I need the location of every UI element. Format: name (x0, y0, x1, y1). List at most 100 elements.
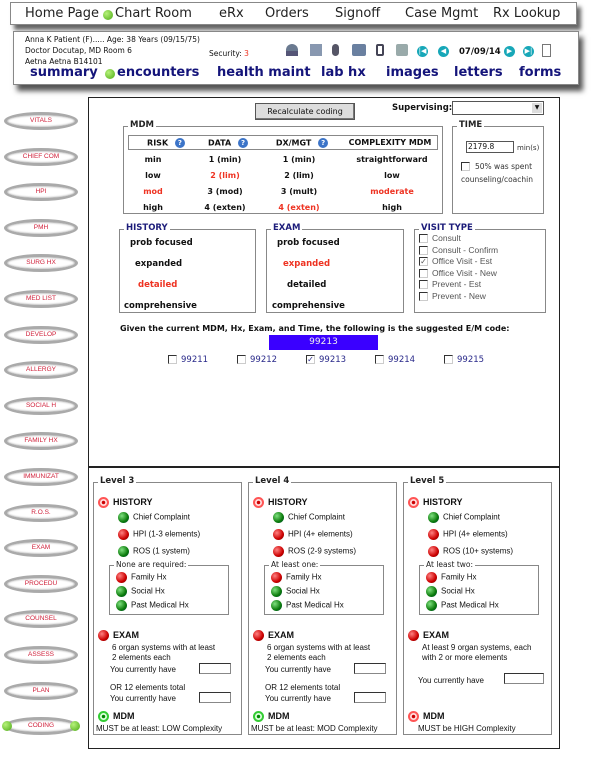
sidebar-item-allergy[interactable]: ALLERGY (4, 361, 78, 380)
nav-erx[interactable]: eRx (219, 6, 244, 21)
visit-type-option[interactable]: Consult (419, 233, 461, 244)
sidebar-item-assess[interactable]: ASSESS (4, 646, 78, 664)
help-icon[interactable]: ? (238, 138, 249, 148)
code-option-99212[interactable]: 99212 (237, 355, 277, 365)
mdm-cell[interactable]: 1 (min) (282, 155, 316, 164)
elements-count-input[interactable] (354, 692, 386, 703)
sidebar-item-surg-hx[interactable]: SURG HX (4, 254, 78, 273)
chevron-down-icon[interactable]: ▼ (532, 103, 542, 113)
checkbox[interactable] (419, 268, 428, 278)
exam-option[interactable]: prob focused (277, 238, 340, 248)
checkbox[interactable] (237, 355, 246, 364)
checkbox[interactable] (419, 234, 428, 244)
sidebar-item-counsel[interactable]: COUNSEL (4, 610, 78, 629)
time-input[interactable]: 2179.8 (466, 141, 514, 153)
history-option[interactable]: comprehensive (124, 301, 197, 311)
sidebar-item-pmh[interactable]: PMH (4, 218, 78, 237)
history-option[interactable]: expanded (135, 259, 183, 269)
sidebar-item-immunizat[interactable]: IMMUNIZAT (4, 468, 78, 486)
code-option-99213[interactable]: ✓ 99213 (306, 355, 346, 365)
nav-case-mgmt[interactable]: Case Mgmt (405, 6, 479, 21)
mdm-cell[interactable]: low (384, 171, 400, 180)
organ-systems-count-input[interactable] (504, 673, 544, 684)
checkbox[interactable] (444, 355, 453, 364)
visit-type-option[interactable]: Consult - Confirm (419, 245, 498, 255)
mdm-cell[interactable]: 2 (lim) (284, 171, 314, 180)
checkbox[interactable] (375, 355, 384, 364)
checkbox[interactable] (168, 355, 177, 364)
lock-icon[interactable] (376, 44, 384, 56)
code-option-99214[interactable]: 99214 (375, 355, 415, 365)
code-option-99215[interactable]: 99215 (444, 355, 484, 365)
mdm-cell[interactable]: 3 (mod) (207, 187, 243, 196)
mdm-cell[interactable]: min (144, 155, 162, 164)
sidebar-item-chief-com[interactable]: CHIEF COM (4, 147, 78, 166)
history-option[interactable]: prob focused (130, 238, 193, 248)
checkbox[interactable] (419, 280, 428, 290)
next-record-icon[interactable]: ▶ (504, 46, 515, 57)
nav-chart-room[interactable]: Chart Room (115, 6, 192, 21)
mdm-cell[interactable]: high (382, 203, 402, 212)
organ-systems-count-input[interactable] (199, 663, 231, 674)
exam-option[interactable]: detailed (287, 280, 327, 290)
recalculate-coding-button[interactable]: Recalculate coding (255, 103, 355, 120)
visit-type-option[interactable]: Office Visit - New (419, 268, 497, 278)
first-record-icon[interactable]: |◀ (417, 46, 428, 57)
nav-home-page[interactable]: Home Page (25, 6, 99, 21)
nav-signoff[interactable]: Signoff (335, 6, 381, 21)
visit-type-option[interactable]: Prevent - Est (419, 279, 481, 290)
tab-summary[interactable]: summary (30, 65, 98, 80)
sidebar-item-procedu[interactable]: PROCEDU (4, 574, 78, 593)
sidebar-item-coding[interactable]: CODING (4, 717, 78, 736)
nav-orders[interactable]: Orders (265, 6, 309, 21)
help-icon[interactable]: ? (318, 138, 329, 148)
sidebar-item-social-h[interactable]: SOCIAL H (4, 396, 78, 415)
sidebar-item-vitals[interactable]: VITALS (4, 112, 78, 130)
mdm-cell[interactable]: moderate (370, 187, 414, 196)
mdm-cell[interactable]: mod (143, 187, 163, 196)
elements-count-input[interactable] (199, 692, 231, 703)
counseling-checkbox[interactable] (461, 162, 470, 171)
sidebar-item-med-list[interactable]: MED LIST (4, 290, 78, 308)
checkbox[interactable] (419, 245, 428, 255)
nav-rx-lookup[interactable]: Rx Lookup (493, 6, 561, 21)
mdm-cell[interactable]: 2 (lim) (210, 171, 240, 180)
tab-lab-hx[interactable]: lab hx (321, 65, 366, 80)
mdm-cell[interactable]: 4 (exten) (278, 203, 320, 212)
last-record-icon[interactable]: ▶| (523, 46, 534, 57)
bell-icon[interactable] (286, 44, 298, 56)
microphone-icon[interactable] (332, 44, 339, 56)
exam-option[interactable]: comprehensive (272, 301, 345, 311)
mdm-cell[interactable]: high (143, 203, 163, 212)
sidebar-item-r-o-s[interactable]: R.O.S. (4, 503, 78, 522)
history-option[interactable]: detailed (138, 280, 178, 290)
tab-forms[interactable]: forms (519, 65, 562, 80)
contact-card-icon[interactable] (396, 44, 408, 56)
mdm-cell[interactable]: straightforward (356, 155, 428, 164)
supervising-select[interactable]: ▼ (452, 101, 544, 115)
visit-type-option[interactable]: ✓ Office Visit - Est (419, 256, 492, 267)
sidebar-item-plan[interactable]: PLAN (4, 681, 78, 700)
document-edit-icon[interactable] (310, 44, 322, 56)
checkbox[interactable]: ✓ (419, 257, 428, 267)
sidebar-item-develop[interactable]: DEVELOP (4, 325, 78, 344)
trash-icon[interactable] (542, 44, 551, 57)
sidebar-item-family-hx[interactable]: FAMILY HX (4, 432, 78, 451)
tab-images[interactable]: images (386, 65, 439, 80)
tab-health-maint[interactable]: health maint (217, 65, 311, 80)
mdm-cell[interactable]: 1 (min) (208, 155, 242, 164)
exam-option[interactable]: expanded (283, 259, 331, 269)
code-option-99211[interactable]: 99211 (168, 355, 208, 365)
tab-encounters[interactable]: encounters (117, 65, 200, 80)
mdm-cell[interactable]: low (145, 171, 161, 180)
sidebar-item-hpi[interactable]: HPI (4, 183, 78, 202)
printer-icon[interactable] (352, 44, 366, 56)
organ-systems-count-input[interactable] (354, 663, 386, 674)
help-icon[interactable]: ? (174, 138, 185, 148)
previous-record-icon[interactable]: ◀ (438, 46, 449, 57)
checkbox[interactable]: ✓ (306, 355, 315, 364)
mdm-cell[interactable]: 4 (exten) (204, 203, 246, 212)
sidebar-item-exam[interactable]: EXAM (4, 539, 78, 558)
checkbox[interactable] (419, 291, 428, 301)
mdm-cell[interactable]: 3 (mult) (280, 187, 318, 196)
